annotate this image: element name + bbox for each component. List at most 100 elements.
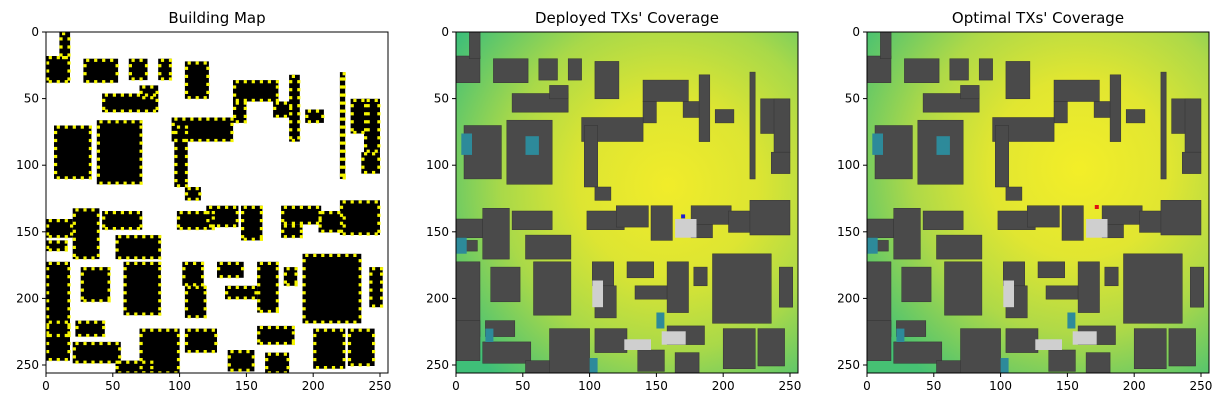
tx-candidate-dot <box>110 80 114 84</box>
tx-candidate-dot <box>291 221 295 225</box>
tx-candidate-dot <box>136 211 140 215</box>
tx-candidate-dot <box>158 312 162 316</box>
tx-candidate-dot <box>374 200 378 204</box>
tx-candidate-dot <box>193 283 197 287</box>
tx-candidate-dot <box>283 221 287 225</box>
tx-candidate-dot <box>201 261 205 265</box>
tx-candidate-dot <box>259 227 263 231</box>
tx-candidate-dot <box>275 114 279 118</box>
x-tick-label: 250 <box>1190 379 1213 393</box>
tx-candidate-dot <box>96 173 100 177</box>
tx-candidate-dot <box>275 80 279 84</box>
tx-candidate-dot <box>238 350 242 354</box>
tx-candidate-dot <box>48 235 52 239</box>
tx-candidate-dot <box>123 181 127 185</box>
tx-candidate-dot <box>184 130 189 135</box>
building <box>936 234 983 260</box>
tx-candidate-dot <box>72 176 76 180</box>
tx-candidate-dot <box>67 267 71 271</box>
tx-candidate-dot <box>158 275 162 279</box>
building <box>241 205 263 241</box>
building <box>182 261 204 286</box>
tx-candidate-dot <box>56 125 60 129</box>
tx-candidate-dot <box>289 136 293 140</box>
light-feature <box>1072 331 1097 345</box>
tx-candidate-dot <box>286 283 290 287</box>
building <box>511 210 553 230</box>
building <box>456 55 481 83</box>
tx-candidate-dot <box>380 304 384 308</box>
tx-candidate-dot <box>275 261 279 265</box>
tx-candidate-dot <box>243 80 247 84</box>
tx-candidate-dot <box>86 58 90 62</box>
tx-candidate-dot <box>166 328 170 332</box>
tx-candidate-dot <box>257 331 261 335</box>
tx-candidate-dot <box>225 205 229 209</box>
tx-candidate-dot <box>230 368 234 372</box>
building <box>666 261 689 313</box>
tx-candidate-dot <box>337 320 341 324</box>
tx-candidate-dot <box>64 333 68 338</box>
tx-candidate-dot <box>364 104 368 108</box>
tx-candidate-dot <box>62 56 66 60</box>
tx-candidate-dot <box>195 96 199 100</box>
building <box>206 205 239 228</box>
tx-candidate-dot <box>206 219 210 223</box>
tx-candidate-dot <box>259 80 263 84</box>
building <box>184 61 209 99</box>
building <box>233 101 247 123</box>
tx-candidate-dot <box>155 90 159 94</box>
tx-candidate-dot <box>323 366 328 370</box>
tx-candidate-dot <box>364 128 368 132</box>
tx-candidate-dot <box>62 32 66 36</box>
tx-candidate-dot <box>259 325 263 330</box>
tx-candidate-dot <box>342 85 346 89</box>
tx-candidate-dot <box>259 98 263 102</box>
tx-candidate-dot <box>358 315 362 319</box>
tx-candidate-dot <box>46 283 50 287</box>
y-tick-label: 250 <box>837 358 860 372</box>
building <box>482 341 532 364</box>
light-feature <box>1086 219 1108 238</box>
tx-candidate-dot <box>203 96 207 100</box>
tx-candidate-dot <box>289 88 293 92</box>
tx-candidate-dot <box>241 211 245 215</box>
tx-candidate-dot <box>313 253 317 257</box>
tx-candidate-dot <box>281 229 285 233</box>
building <box>960 85 980 100</box>
tx-candidate-dot <box>267 325 271 330</box>
building <box>1125 109 1146 124</box>
tx-candidate-dot <box>214 341 218 346</box>
tx-candidate-dot <box>291 331 295 335</box>
tx-candidate-dot <box>88 176 92 180</box>
tx-candidate-dot <box>342 200 346 204</box>
tx-candidate-dot <box>342 149 346 153</box>
tx-candidate-dot <box>339 85 344 89</box>
tx-candidate-dot <box>126 261 130 265</box>
tx-candidate-dot <box>302 275 306 279</box>
tx-candidate-dot <box>75 341 79 346</box>
tx-candidate-dot <box>176 366 181 370</box>
x-tick-label: 250 <box>369 379 392 393</box>
building <box>184 187 201 201</box>
tx-candidate-dot <box>366 120 370 124</box>
tx-candidate-dot <box>206 82 210 86</box>
tx-candidate-dot <box>339 229 344 233</box>
tx-candidate-dot <box>184 66 189 70</box>
building <box>626 261 654 279</box>
tx-candidate-dot <box>286 267 290 271</box>
tx-candidate-dot <box>46 267 50 271</box>
building <box>72 208 100 260</box>
building <box>273 101 292 118</box>
tx-candidate-dot <box>102 58 106 62</box>
tx-candidate-dot <box>48 261 52 265</box>
building <box>995 125 1009 188</box>
tx-candidate-dot <box>72 355 76 359</box>
tx-candidate-dot <box>342 350 346 354</box>
tx-candidate-dot <box>275 85 279 89</box>
tx-candidate-dot <box>56 240 60 244</box>
tx-candidate-dot <box>291 339 295 343</box>
tx-candidate-dot <box>46 325 50 330</box>
tx-candidate-dot <box>372 350 376 354</box>
tx-candidate-dot <box>171 122 175 126</box>
